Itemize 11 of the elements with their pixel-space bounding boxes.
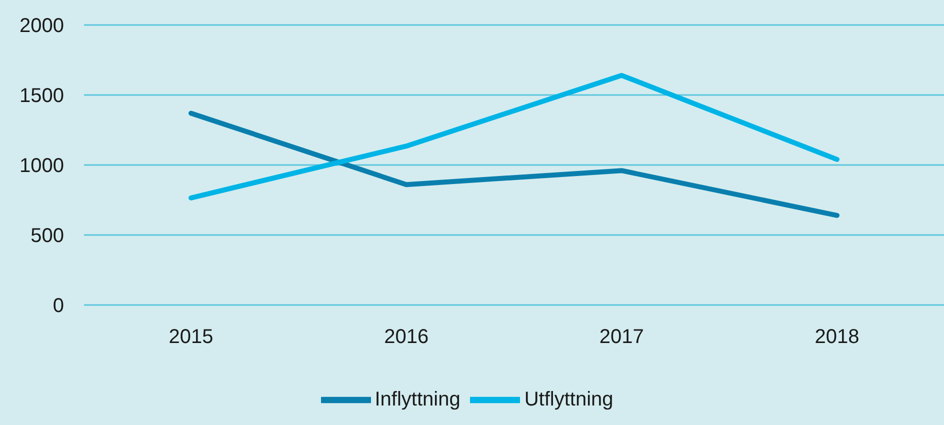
- y-tick-label: 500: [30, 225, 64, 248]
- y-tick-label: 0: [52, 295, 64, 318]
- x-tick-label: 2015: [168, 326, 214, 348]
- x-tick-label: 2016: [384, 326, 429, 348]
- x-tick-label: 2017: [599, 326, 644, 348]
- y-tick-label: 2000: [20, 15, 64, 38]
- x-tick-label: 2018: [814, 326, 860, 348]
- legend-label: Inflyttning: [374, 388, 460, 410]
- y-tick-label: 1000: [20, 155, 64, 178]
- y-tick-label: 1500: [20, 85, 64, 108]
- legend-label: Utflyttning: [524, 388, 614, 410]
